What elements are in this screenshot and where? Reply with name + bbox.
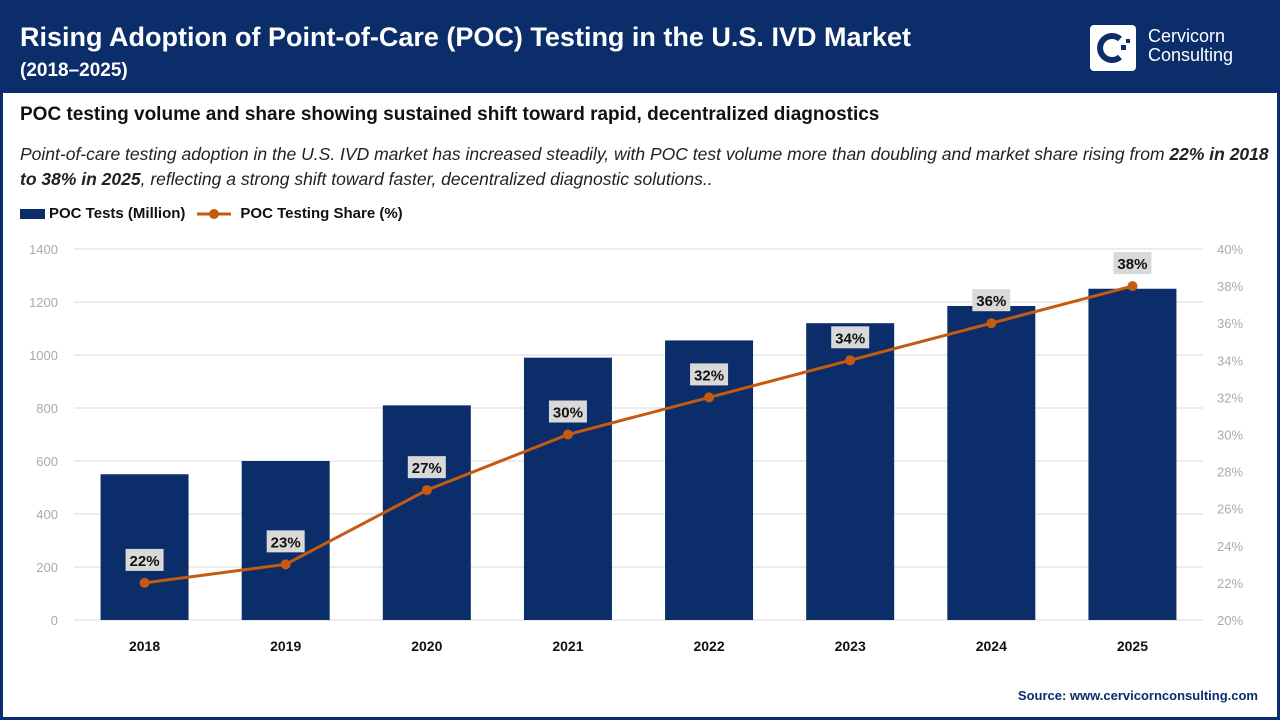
data-label-bg — [548, 400, 587, 423]
share-point — [280, 559, 291, 570]
share-point — [139, 577, 150, 588]
data-label: 23% — [271, 534, 301, 551]
data-label-bg — [407, 456, 446, 479]
header-band: Rising Adoption of Point-of-Care (POC) T… — [0, 0, 1280, 93]
bar — [382, 405, 471, 620]
bar — [1088, 288, 1177, 620]
share-point — [704, 392, 715, 403]
x-tick-label: 2024 — [976, 638, 1007, 654]
y-right-tick-label: 22% — [1217, 576, 1243, 591]
y-right-tick-label: 32% — [1217, 390, 1243, 405]
x-tick-label: 2018 — [129, 638, 160, 654]
y-right-tick-label: 36% — [1217, 316, 1243, 331]
data-label: 32% — [694, 367, 724, 384]
data-label: 30% — [553, 405, 583, 422]
share-point — [421, 485, 432, 496]
share-point — [562, 429, 573, 440]
x-tick-label: 2025 — [1117, 638, 1148, 654]
y-right-tick-label: 30% — [1217, 428, 1243, 443]
x-tick-label: 2021 — [552, 638, 583, 654]
y-left-tick-label: 800 — [36, 401, 58, 416]
y-right-tick-label: 28% — [1217, 465, 1243, 480]
y-right-tick-label: 38% — [1217, 279, 1243, 294]
y-right-tick-label: 40% — [1217, 242, 1243, 257]
chart-title: Rising Adoption of Point-of-Care (POC) T… — [20, 22, 911, 52]
data-label: 22% — [130, 553, 160, 570]
logo-text: Cervicorn Consulting — [1148, 26, 1234, 65]
y-right-tick-label: 34% — [1217, 353, 1243, 368]
x-tick-label: 2019 — [270, 638, 301, 654]
bar — [947, 305, 1036, 620]
data-label: 34% — [835, 330, 865, 347]
chart-description: Point-of-care testing adoption in the U.… — [20, 144, 1269, 189]
y-left-tick-label: 1400 — [29, 242, 58, 257]
data-label-bg — [690, 363, 729, 386]
y-right-tick-label: 24% — [1217, 539, 1243, 554]
y-left-tick-label: 1200 — [29, 295, 58, 310]
legend-line-label: POC Testing Share (%) — [240, 205, 403, 222]
data-label: 27% — [412, 460, 442, 477]
y-left-tick-label: 0 — [51, 613, 58, 628]
bar — [523, 357, 612, 620]
share-point — [845, 355, 856, 366]
y-right-tick-label: 20% — [1217, 613, 1243, 628]
chart-subtitle: POC testing volume and share showing sus… — [20, 104, 880, 125]
y-left-tick-label: 200 — [36, 560, 58, 575]
share-line — [144, 284, 1133, 585]
data-label-bg — [831, 326, 870, 349]
y-right-tick-label: 26% — [1217, 502, 1243, 517]
data-label-bg — [972, 289, 1011, 312]
y-left-tick-label: 400 — [36, 507, 58, 522]
chart-title-years: (2018–2025) — [20, 60, 128, 81]
legend-bar-label: POC Tests (Million) — [49, 205, 186, 222]
share-point — [1127, 281, 1138, 292]
data-label: 38% — [1117, 256, 1147, 273]
data-label-bg — [125, 548, 164, 571]
x-tick-label: 2020 — [411, 638, 442, 654]
y-left-tick-label: 600 — [36, 454, 58, 469]
bar — [806, 323, 895, 620]
bar — [100, 474, 189, 620]
data-label-bg — [266, 530, 305, 553]
x-tick-label: 2022 — [693, 638, 724, 654]
source-note: Source: www.cervicornconsulting.com — [1017, 688, 1258, 703]
logo-icon — [1090, 25, 1136, 71]
bar — [665, 340, 754, 620]
data-label: 36% — [976, 293, 1006, 310]
legend: POC Tests (Million) POC Testing Share (%… — [20, 205, 403, 222]
data-label-bg — [1113, 252, 1152, 275]
y-left-tick-label: 1000 — [29, 348, 58, 363]
legend-bar-swatch — [20, 208, 45, 219]
share-point — [986, 318, 997, 329]
x-tick-label: 2023 — [835, 638, 866, 654]
